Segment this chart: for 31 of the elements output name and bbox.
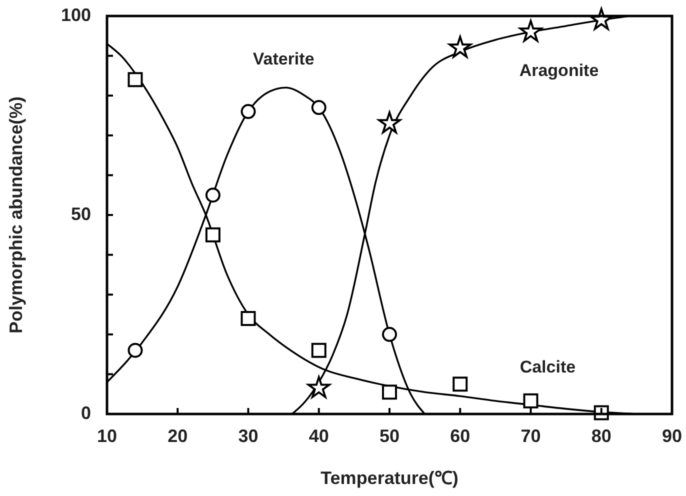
x-axis-title: Temperature(℃) [320, 468, 458, 488]
y-tick-label: 100 [60, 4, 91, 25]
x-tick-label: 20 [168, 426, 188, 446]
point [452, 376, 468, 392]
point [519, 20, 542, 42]
x-tick-label: 70 [520, 426, 541, 446]
x-tick-label: 90 [662, 426, 682, 446]
point [311, 342, 326, 358]
point [382, 326, 397, 342]
point [128, 72, 143, 88]
series-label: Calcite [520, 358, 576, 377]
y-tick-label: 0 [80, 402, 91, 423]
point [311, 100, 326, 116]
point [128, 342, 143, 358]
point [448, 36, 472, 58]
x-tick-label: 50 [379, 426, 400, 446]
series-label: Aragonite [519, 61, 599, 80]
point [240, 104, 256, 120]
point [240, 310, 256, 326]
series-label: Vaterite [252, 49, 314, 68]
point [205, 188, 220, 203]
y-axis-title: Polymorphic abundance(%) [6, 96, 26, 334]
x-tick-label: 10 [96, 426, 118, 446]
point [523, 393, 538, 408]
point [382, 384, 397, 400]
point [205, 227, 220, 242]
x-tick-label: 60 [450, 426, 470, 446]
x-tick-label: 40 [308, 426, 329, 446]
x-tick-label: 80 [591, 426, 612, 446]
x-tick-label: 30 [238, 426, 258, 446]
y-tick-label: 50 [70, 204, 91, 224]
